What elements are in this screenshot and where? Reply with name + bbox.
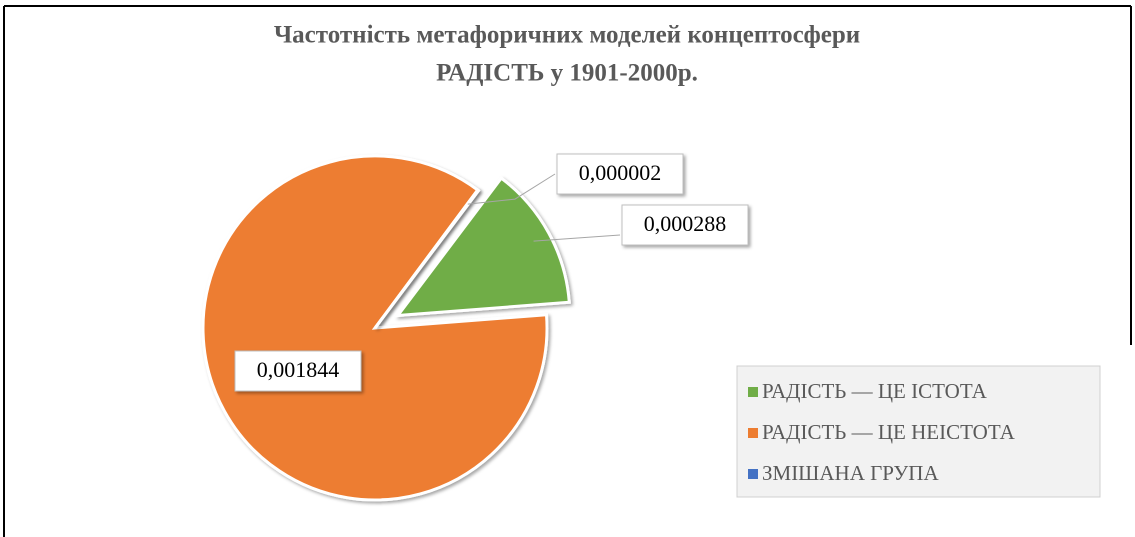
leader-line (533, 234, 621, 242)
legend-label: ЗМІШАНА ГРУПА (762, 461, 939, 485)
data-label: 0,001844 (257, 357, 340, 382)
legend-marker (748, 387, 758, 397)
pie-slice (394, 176, 571, 318)
legend-marker (748, 428, 758, 438)
label-box (234, 350, 362, 392)
pie-slice (201, 154, 549, 502)
legend-label: РАДІСТЬ — ЦЕ НЕІСТОТА (762, 420, 1016, 444)
chart-title: РАДІСТЬ у 1901-2000р. (436, 60, 698, 87)
legend-box (736, 365, 1101, 498)
data-label: 0,000288 (644, 211, 727, 236)
label-box (621, 204, 749, 246)
chart-title: Частотність метафоричних моделей концепт… (274, 22, 860, 49)
data-label: 0,000002 (579, 160, 662, 185)
legend-label: РАДІСТЬ — ЦЕ ІСТОТА (762, 379, 988, 403)
label-box (556, 153, 684, 195)
pie-slice (373, 187, 481, 329)
legend-marker (748, 469, 758, 479)
leader-line (467, 173, 556, 205)
